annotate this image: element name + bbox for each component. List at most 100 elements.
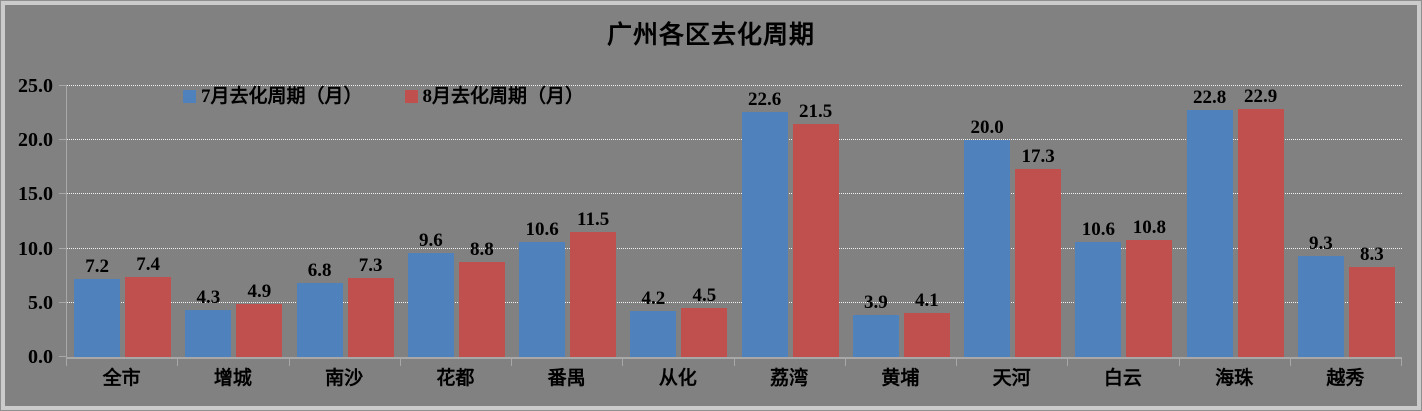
legend-label: 7月去化周期（月） [201,86,363,107]
bar-group: 3.9 4.1 [846,86,957,357]
bar-value-label: 4.9 [247,280,272,302]
x-axis-tick [846,358,957,366]
bar-august: 11.5 [570,210,617,357]
bar-august: 22.9 [1237,87,1284,357]
bar-july: 7.2 [74,257,121,357]
bar-value-label: 7.4 [136,253,160,275]
y-axis: 0.0 5.0 10.0 15.0 20.0 25.0 [1,76,59,367]
bar-value-label: 20.0 [970,117,1004,139]
bar-july: 10.6 [519,220,566,357]
bar-august: 4.5 [681,286,728,357]
bar-group: 20.0 17.3 [957,86,1068,357]
x-axis-tick [1068,358,1180,366]
bar-august: 4.9 [236,282,283,357]
plot-area: 7.2 7.4 4.3 4.9 6.8 7.3 9.6 8.8 10.6 11.5 4.2 4.5 22… [59,85,1402,359]
bar-july: 4.3 [185,288,232,357]
bar-group: 22.6 21.5 [735,86,846,357]
bar-value-label: 10.8 [1132,216,1166,238]
x-axis-tick [735,358,846,366]
y-axis-tick [59,356,67,357]
bar-july: 3.9 [852,293,899,357]
x-axis-tick [623,358,735,366]
y-axis-tick [59,247,67,249]
bar-august: 21.5 [792,102,839,357]
bar-group: 7.2 7.4 [67,86,178,357]
x-axis-tick [1180,358,1291,366]
bar-august: 8.3 [1348,245,1395,357]
gridline [67,85,1402,86]
bar-group: 9.3 8.3 [1291,86,1402,357]
x-axis: 全市 增城 南沙 花都 番禺 从化 荔湾 黄埔 天河 白云 海珠 越秀 [66,368,1401,391]
bar-group: 4.2 4.5 [623,86,734,357]
x-axis-tick [512,358,624,366]
gridline [67,301,1402,303]
bars-row: 7.2 7.4 4.3 4.9 6.8 7.3 9.6 8.8 10.6 11.5 4.2 4.5 22… [67,86,1402,357]
bar-july: 9.6 [407,231,454,357]
bar-value-label: 22.8 [1193,86,1227,108]
bar-value-label: 22.9 [1244,85,1278,107]
bar-value-label: 10.6 [525,219,559,241]
bar-value-label: 21.5 [799,100,833,122]
bar-value-label: 4.3 [196,287,221,309]
legend-item-july: 7月去化周期（月） [183,87,363,106]
legend-label: 8月去化周期（月） [422,86,585,107]
bar-july: 22.6 [741,90,788,357]
bar-value-label: 7.3 [358,254,383,276]
bar-value-label: 3.9 [864,291,888,313]
chart-title: 广州各区去化周期 [606,22,815,49]
x-axis-tick [67,358,179,366]
y-axis-label: 25.0 [18,75,53,97]
bar-group: 10.6 10.8 [1068,86,1179,357]
bar-july: 20.0 [964,118,1011,357]
bar-value-label: 6.8 [307,260,332,282]
x-axis-tick [957,358,1069,366]
legend-swatch-icon [183,90,196,103]
legend: 7月去化周期（月） 8月去化周期（月） [183,87,584,106]
y-axis-tick [59,193,67,195]
bar-august: 17.3 [1015,147,1062,357]
x-axis-label: 天河 [992,368,1031,389]
bar-july: 22.8 [1186,88,1233,357]
y-axis-label: 5.0 [28,291,53,314]
bar-value-label: 9.6 [419,229,443,251]
x-axis-label: 荔湾 [770,368,809,389]
bar-group: 9.6 8.8 [401,86,512,357]
bar-value-label: 4.5 [692,285,717,307]
bar-group: 6.8 7.3 [290,86,401,357]
bar-july: 9.3 [1297,234,1344,357]
gridline [67,193,1402,195]
bar-august: 7.4 [125,255,172,357]
gridline [67,139,1402,141]
x-axis-tick [401,358,512,366]
bar-value-label: 11.5 [577,209,610,231]
x-axis-tick [178,358,290,366]
bar-value-label: 8.3 [1360,244,1384,266]
y-axis-tick [59,139,67,141]
x-axis-label: 海珠 [1215,368,1254,389]
bar-value-label: 22.6 [748,89,782,111]
x-axis-label: 花都 [436,368,475,389]
x-axis-label: 番禺 [547,368,586,389]
bar-value-label: 7.2 [85,255,109,277]
x-axis-tick [1291,358,1402,366]
x-axis-label: 白云 [1103,368,1142,389]
x-axis-tick [290,358,401,366]
bar-value-label: 10.6 [1081,219,1115,241]
bar-value-label: 4.1 [915,289,939,311]
bar-value-label: 9.3 [1309,233,1333,255]
legend-item-august: 8月去化周期（月） [404,86,585,107]
bar-value-label: 17.3 [1021,146,1055,168]
bar-group: 10.6 11.5 [512,86,623,357]
bar-value-label: 8.8 [470,238,494,260]
y-axis-label: 10.0 [18,237,53,260]
x-axis-label: 全市 [102,368,141,389]
bar-july: 4.2 [630,289,677,357]
bar-august: 4.1 [903,291,950,357]
bar-value-label: 4.2 [641,288,666,310]
bar-august: 10.8 [1126,218,1173,357]
bar-august: 7.3 [347,256,394,357]
x-axis-label: 南沙 [325,368,364,389]
y-axis-label: 20.0 [18,129,53,152]
bar-august: 8.8 [458,240,505,357]
